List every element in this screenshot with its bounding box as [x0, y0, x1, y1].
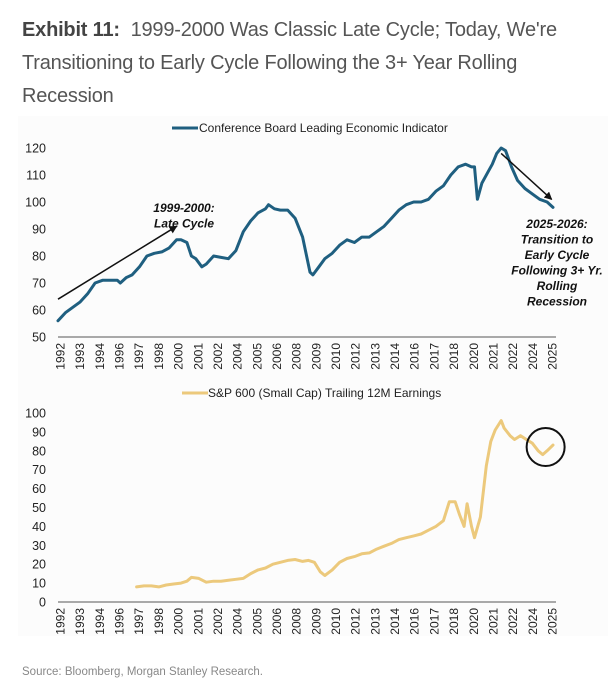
x-tick-label: 2014 — [388, 343, 402, 370]
x-tick-label: 2021 — [486, 343, 500, 370]
annotation-text: 2025-2026: — [525, 217, 587, 231]
x-tick-label: 2002 — [211, 608, 225, 635]
x-tick-label: 2016 — [408, 608, 422, 635]
y-tick-label: 100 — [25, 407, 46, 421]
x-tick-label: 2020 — [467, 343, 481, 370]
x-tick-label: 2000 — [172, 343, 186, 370]
y-tick-label: 90 — [32, 223, 46, 237]
y-tick-label: 50 — [32, 331, 46, 345]
legend-label-2: S&P 600 (Small Cap) Trailing 12M Earning… — [208, 386, 441, 400]
x-tick-label: 2020 — [467, 608, 481, 635]
exhibit-title-text: 1999-2000 Was Classic Late Cycle; Today,… — [22, 19, 557, 107]
x-tick-label: 2022 — [506, 343, 520, 370]
x-tick-label: 1994 — [93, 343, 107, 370]
x-tick-label: 2013 — [368, 343, 382, 370]
x-tick-label: 2024 — [526, 608, 540, 635]
x-tick-label: 2001 — [191, 343, 205, 370]
y-tick-label: 10 — [32, 577, 46, 591]
x-tick-label: 2010 — [329, 608, 343, 635]
x-tick-label: 1992 — [54, 343, 68, 370]
x-tick-label: 2006 — [270, 608, 284, 635]
x-tick-label: 2024 — [526, 343, 540, 370]
x-tick-label: 1997 — [132, 343, 146, 370]
x-tick-label: 2001 — [191, 608, 205, 635]
legend-label-1: Conference Board Leading Economic Indica… — [199, 121, 448, 135]
annotation-text: Rolling — [537, 279, 578, 293]
y-tick-label: 60 — [32, 304, 46, 318]
x-tick-label: 2017 — [427, 608, 441, 635]
y-tick-label: 120 — [25, 142, 46, 156]
x-tick-label: 1992 — [54, 608, 68, 635]
x-tick-label: 2010 — [329, 343, 343, 370]
y-tick-label: 80 — [32, 250, 46, 264]
annotation-text: Transition to — [521, 233, 593, 247]
x-tick-label: 2004 — [231, 343, 245, 370]
x-tick-label: 2021 — [486, 608, 500, 635]
x-tick-label: 2014 — [388, 608, 402, 635]
x-tick-label: 2012 — [349, 608, 363, 635]
y-tick-label: 50 — [32, 501, 46, 515]
x-tick-label: 2018 — [447, 343, 461, 370]
annotation-arrow — [500, 152, 553, 200]
x-tick-label: 2006 — [270, 343, 284, 370]
x-tick-label: 1997 — [132, 608, 146, 635]
x-tick-label: 2025 — [546, 608, 560, 635]
x-tick-label: 1996 — [113, 608, 127, 635]
y-tick-label: 30 — [32, 539, 46, 553]
x-tick-label: 2016 — [408, 343, 422, 370]
y-tick-label: 60 — [32, 482, 46, 496]
y-tick-label: 0 — [39, 596, 46, 610]
y-tick-label: 80 — [32, 444, 46, 458]
x-tick-label: 2005 — [250, 343, 264, 370]
annotation-text: 1999-2000: — [153, 201, 214, 215]
annotation-text: Recession — [527, 295, 587, 309]
x-tick-label: 2018 — [447, 608, 461, 635]
x-tick-label: 2000 — [172, 608, 186, 635]
x-tick-label: 1998 — [152, 343, 166, 370]
annotation-text: Late Cycle — [154, 217, 214, 231]
exhibit-title: Exhibit 11: 1999-2000 Was Classic Late C… — [22, 14, 602, 113]
x-tick-label: 1993 — [73, 343, 87, 370]
x-tick-label: 1993 — [73, 608, 87, 635]
y-tick-label: 70 — [32, 463, 46, 477]
y-tick-label: 90 — [32, 425, 46, 439]
exhibit-label: Exhibit 11: — [22, 19, 120, 41]
x-tick-label: 2005 — [250, 608, 264, 635]
x-tick-label: 2013 — [368, 608, 382, 635]
annotation-text: Early Cycle — [525, 248, 590, 262]
x-tick-label: 2025 — [546, 343, 560, 370]
y-tick-label: 20 — [32, 558, 46, 572]
y-tick-label: 40 — [32, 520, 46, 534]
x-tick-label: 2002 — [211, 343, 225, 370]
x-tick-label: 2009 — [309, 343, 323, 370]
x-tick-label: 1996 — [113, 343, 127, 370]
series-line-2 — [135, 419, 555, 589]
highlight-circle — [525, 427, 566, 468]
series-line-1 — [56, 146, 555, 323]
source-note: Source: Bloomberg, Morgan Stanley Resear… — [22, 666, 263, 678]
y-tick-label: 100 — [25, 196, 46, 210]
x-tick-label: 2012 — [349, 343, 363, 370]
y-tick-label: 110 — [26, 169, 46, 183]
chart-background — [18, 116, 608, 636]
x-tick-label: 2008 — [290, 608, 304, 635]
x-tick-label: 2017 — [427, 343, 441, 370]
y-tick-label: 70 — [32, 277, 46, 291]
annotation-arrow — [57, 225, 178, 300]
x-tick-label: 1998 — [152, 608, 166, 635]
x-tick-label: 1994 — [93, 608, 107, 635]
x-tick-label: 2008 — [290, 343, 304, 370]
annotation-text: Following 3+ Yr. — [511, 264, 602, 278]
x-tick-label: 2022 — [506, 608, 520, 635]
x-tick-label: 2009 — [309, 608, 323, 635]
x-tick-label: 2004 — [231, 608, 245, 635]
